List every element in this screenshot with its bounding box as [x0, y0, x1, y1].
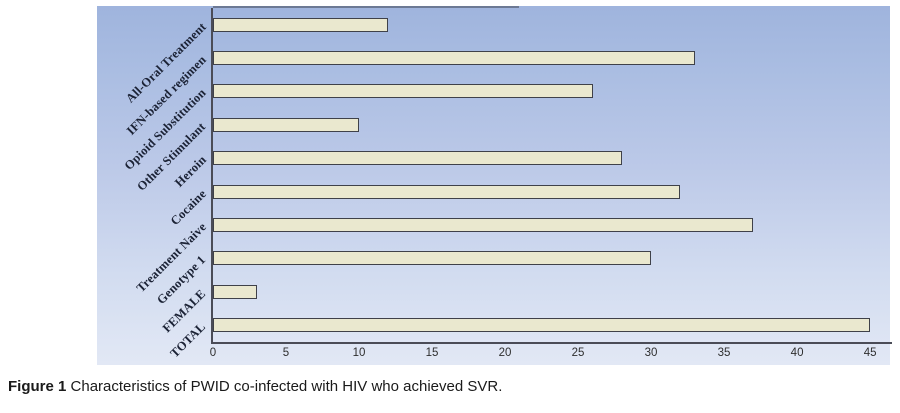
- x-axis-tick-label: 5: [282, 347, 290, 359]
- chart-row: Cocaine: [167, 175, 892, 228]
- x-axis-tick-label: 25: [571, 347, 585, 359]
- chart-row: All-Oral Treatment: [123, 8, 892, 105]
- bar-other-stimulant: [213, 117, 360, 132]
- caption-text: Characteristics of PWID co-infected with…: [66, 378, 503, 395]
- x-axis-tick-label: 10: [352, 347, 366, 359]
- chart-panel: All-Oral Treatment IFN-based regimen Opioi…: [97, 6, 892, 365]
- bar-ifn-based-regimen: [213, 51, 695, 66]
- bar-total: [213, 318, 871, 333]
- category-label: Cocaine: [167, 186, 209, 228]
- x-axis-tick-label: 45: [863, 347, 877, 359]
- x-axis-tick-label: 30: [644, 347, 658, 359]
- x-axis-tick-label: 0: [209, 347, 217, 359]
- chart-row: Opioid Substitution: [122, 75, 892, 173]
- x-axis-tick-label: 40: [790, 347, 804, 359]
- chart-row: FEMALE: [160, 275, 892, 335]
- bar-female: [213, 284, 257, 299]
- bar-treatment-naive: [213, 218, 754, 233]
- chart-row: Other Stimulant: [135, 108, 892, 194]
- x-axis-tick-label: 20: [498, 347, 512, 359]
- chart-row: Genotype 1: [154, 242, 892, 307]
- chart-row: Heroin: [171, 142, 892, 190]
- figure-caption: Figure 1 Characteristics of PWID co-infe…: [8, 378, 502, 395]
- bar-all-oral-treatment: [213, 17, 389, 32]
- plot-area: All-Oral Treatment IFN-based regimen Opioi…: [122, 6, 892, 361]
- chart-row: Treatment Naive: [133, 208, 892, 295]
- chart-row: IFN-based regimen: [124, 41, 892, 138]
- bar-genotype-1: [213, 251, 652, 266]
- x-axis-tick-label: 15: [425, 347, 439, 359]
- bar-cocaine: [213, 184, 681, 199]
- bar-heroin: [213, 151, 622, 166]
- chart-row: TOTAL: [168, 309, 892, 361]
- caption-label: Figure 1: [8, 378, 67, 395]
- x-axis-tick-label: 35: [717, 347, 731, 359]
- bar-opioid-substitution: [213, 84, 593, 99]
